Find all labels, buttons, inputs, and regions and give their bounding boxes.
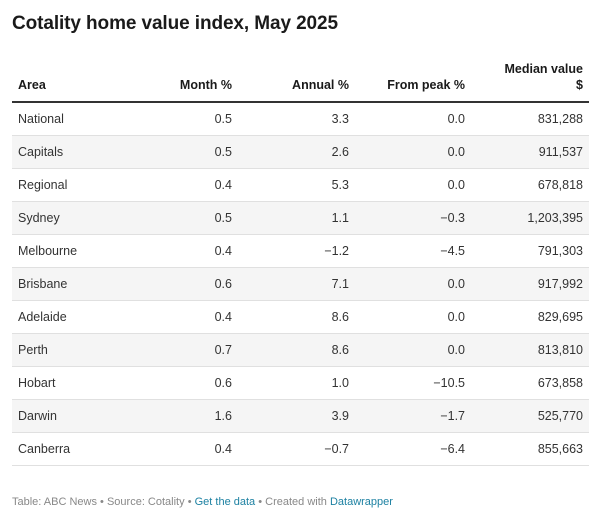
table-row: Adelaide 0.4 8.6 0.0 829,695: [12, 300, 589, 334]
table-row: Perth 0.7 8.6 0.0 813,810: [12, 333, 589, 367]
value-cell: 0.4: [130, 168, 238, 202]
column-header: Annual %: [238, 61, 355, 103]
footer-separator: •: [258, 495, 263, 508]
table-row: National 0.5 3.3 0.0 831,288: [12, 102, 589, 136]
value-cell: 5.3: [238, 168, 355, 202]
column-header-label: Median value: [504, 62, 584, 76]
value-cell: −1.7: [355, 399, 471, 433]
value-cell: 3.9: [238, 399, 355, 433]
value-cell: 0.4: [130, 300, 238, 334]
area-cell: Sydney: [12, 201, 130, 235]
value-cell: 0.0: [355, 102, 471, 136]
value-cell: 911,537: [471, 135, 589, 169]
value-cell: 673,858: [471, 366, 589, 400]
table-header: Area Month % Annual % From peak % Median val…: [12, 61, 589, 103]
value-cell: 831,288: [471, 102, 589, 136]
value-cell: 0.5: [130, 201, 238, 235]
value-cell: 525,770: [471, 399, 589, 433]
value-cell: 0.5: [130, 135, 238, 169]
column-header-label: Area: [18, 78, 46, 92]
area-cell: Hobart: [12, 366, 130, 400]
source-credit: Source: Cotality: [106, 495, 185, 508]
table-row: Hobart 0.6 1.0 −10.5 673,858: [12, 366, 589, 400]
value-cell: 917,992: [471, 267, 589, 301]
footer-separator: •: [100, 495, 104, 508]
value-cell: 855,663: [471, 432, 589, 466]
value-cell: 8.6: [238, 333, 355, 367]
table-credit: Table: ABC News: [12, 495, 97, 508]
column-header-label: Annual %: [292, 78, 349, 92]
value-cell: 0.5: [130, 102, 238, 136]
value-cell: 0.0: [355, 135, 471, 169]
column-header-label: Month %: [179, 78, 232, 92]
column-header: From peak %: [355, 61, 471, 103]
area-cell: Perth: [12, 333, 130, 367]
value-cell: 1,203,395: [471, 201, 589, 235]
table-row: Canberra 0.4 −0.7 −6.4 855,663: [12, 432, 589, 466]
table-row: Darwin 1.6 3.9 −1.7 525,770: [12, 399, 589, 433]
chart-title: Cotality home value index, May 2025: [12, 13, 338, 34]
value-cell: 0.6: [130, 267, 238, 301]
value-cell: −4.5: [355, 234, 471, 268]
value-cell: 0.4: [130, 432, 238, 466]
datawrapper-link[interactable]: Datawrapper: [329, 495, 393, 508]
table-row: Brisbane 0.6 7.1 0.0 917,992: [12, 267, 589, 301]
created-with-text: Created with: [265, 495, 327, 508]
table-body: National 0.5 3.3 0.0 831,288 Capitals 0.5 2.6 0.…: [12, 102, 589, 466]
area-cell: Regional: [12, 168, 130, 202]
footer: Table: ABC News • Source: Cotality • Get…: [12, 495, 589, 509]
value-cell: 791,303: [471, 234, 589, 268]
column-header-label: From peak %: [387, 78, 465, 92]
value-cell: −10.5: [355, 366, 471, 400]
table-row: Melbourne 0.4 −1.2 −4.5 791,303: [12, 234, 589, 268]
column-header: Area: [12, 61, 130, 103]
value-cell: 0.6: [130, 366, 238, 400]
area-cell: Melbourne: [12, 234, 130, 268]
value-cell: 8.6: [238, 300, 355, 334]
table-row: Regional 0.4 5.3 0.0 678,818: [12, 168, 589, 202]
table-row: Capitals 0.5 2.6 0.0 911,537: [12, 135, 589, 169]
value-cell: −0.3: [355, 201, 471, 235]
area-cell: Canberra: [12, 432, 130, 466]
value-cell: 813,810: [471, 333, 589, 367]
column-header: Median value $: [471, 61, 589, 103]
value-cell: −1.2: [238, 234, 355, 268]
value-cell: 1.1: [238, 201, 355, 235]
column-header: Month %: [130, 61, 238, 103]
data-table: Area Month % Annual % From peak % Median val…: [12, 61, 589, 466]
value-cell: 678,818: [471, 168, 589, 202]
value-cell: 3.3: [238, 102, 355, 136]
value-cell: 829,695: [471, 300, 589, 334]
column-header-unit: $: [576, 78, 583, 92]
get-data-link[interactable]: Get the data: [194, 495, 256, 508]
value-cell: 0.7: [130, 333, 238, 367]
table-row: Sydney 0.5 1.1 −0.3 1,203,395: [12, 201, 589, 235]
area-cell: Adelaide: [12, 300, 130, 334]
area-cell: National: [12, 102, 130, 136]
footer-separator: •: [187, 495, 192, 508]
area-cell: Capitals: [12, 135, 130, 169]
value-cell: 1.6: [130, 399, 238, 433]
value-cell: 0.0: [355, 300, 471, 334]
value-cell: 0.0: [355, 333, 471, 367]
value-cell: −6.4: [355, 432, 471, 466]
header-row: Area Month % Annual % From peak % Median val…: [12, 61, 589, 103]
value-cell: 7.1: [238, 267, 355, 301]
value-cell: 0.0: [355, 168, 471, 202]
value-cell: 2.6: [238, 135, 355, 169]
value-cell: 0.4: [130, 234, 238, 268]
value-cell: 1.0: [238, 366, 355, 400]
area-cell: Darwin: [12, 399, 130, 433]
area-cell: Brisbane: [12, 267, 130, 301]
value-cell: −0.7: [238, 432, 355, 466]
value-cell: 0.0: [355, 267, 471, 301]
